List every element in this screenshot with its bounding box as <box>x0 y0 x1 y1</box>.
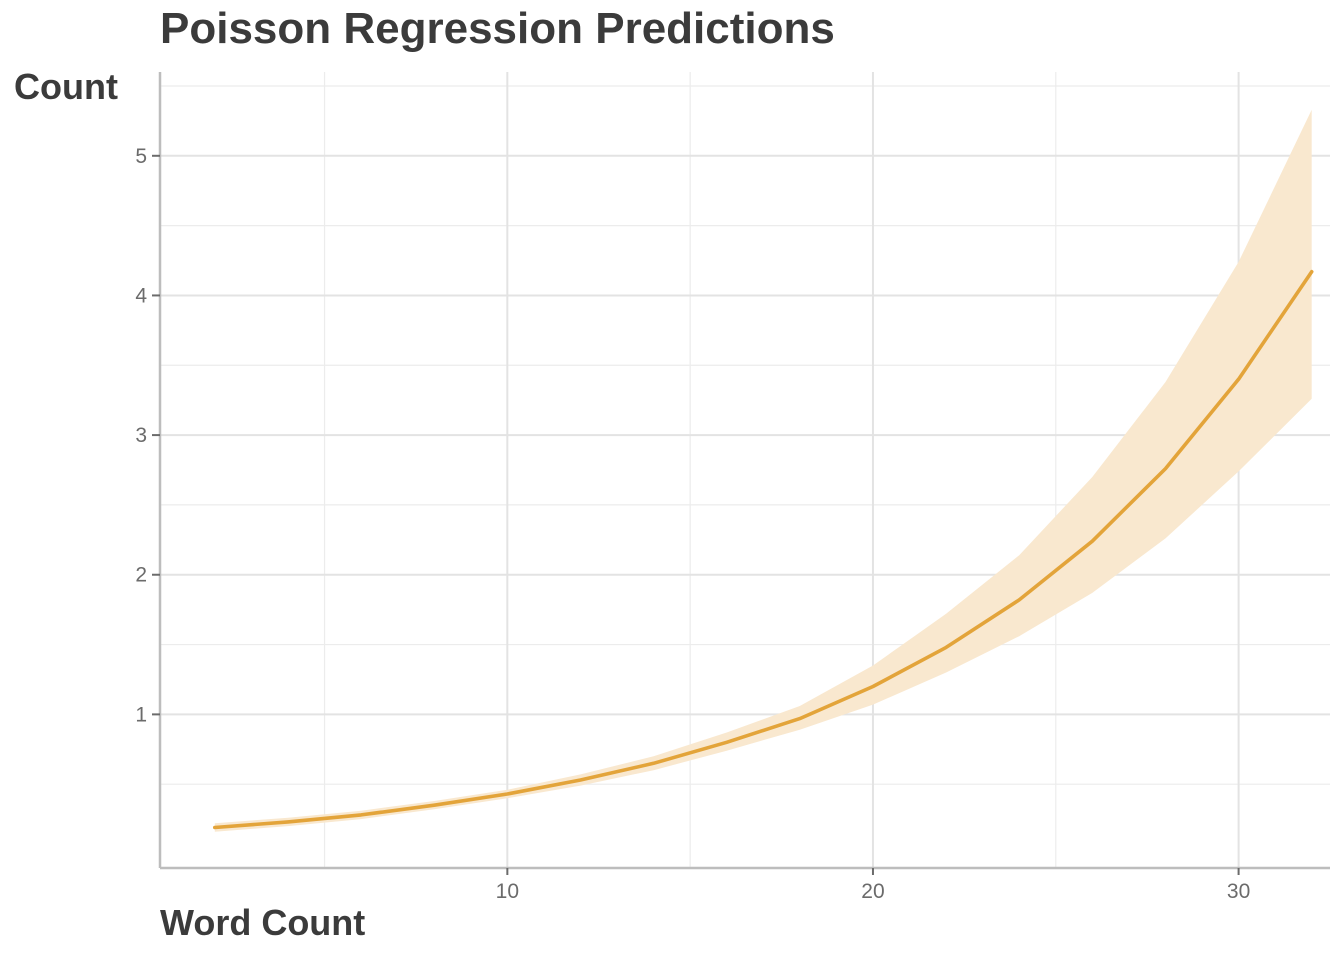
prediction-line <box>213 269 1314 830</box>
prediction-line-layer <box>213 269 1314 830</box>
x-tick-label: 20 <box>861 880 884 903</box>
y-tick-label: 4 <box>135 284 147 307</box>
axes <box>158 72 1330 870</box>
chart-title: Poisson Regression Predictions <box>160 4 835 53</box>
x-axis-label: Word Count <box>160 902 366 943</box>
confidence-band <box>214 109 1312 832</box>
major-grid <box>160 72 1330 868</box>
minor-grid <box>160 72 1330 868</box>
y-tick-label: 1 <box>135 703 147 726</box>
x-tick-label: 10 <box>496 880 519 903</box>
y-tick-label: 3 <box>135 424 147 447</box>
y-axis-label: Count <box>14 66 118 107</box>
y-tick-label: 2 <box>135 564 147 587</box>
x-tick-label: 30 <box>1227 880 1250 903</box>
tick-labels: 1 2 3 4 5 10 20 30 <box>135 145 1250 903</box>
y-tick-label: 5 <box>135 145 147 168</box>
confidence-band-layer <box>214 109 1312 832</box>
